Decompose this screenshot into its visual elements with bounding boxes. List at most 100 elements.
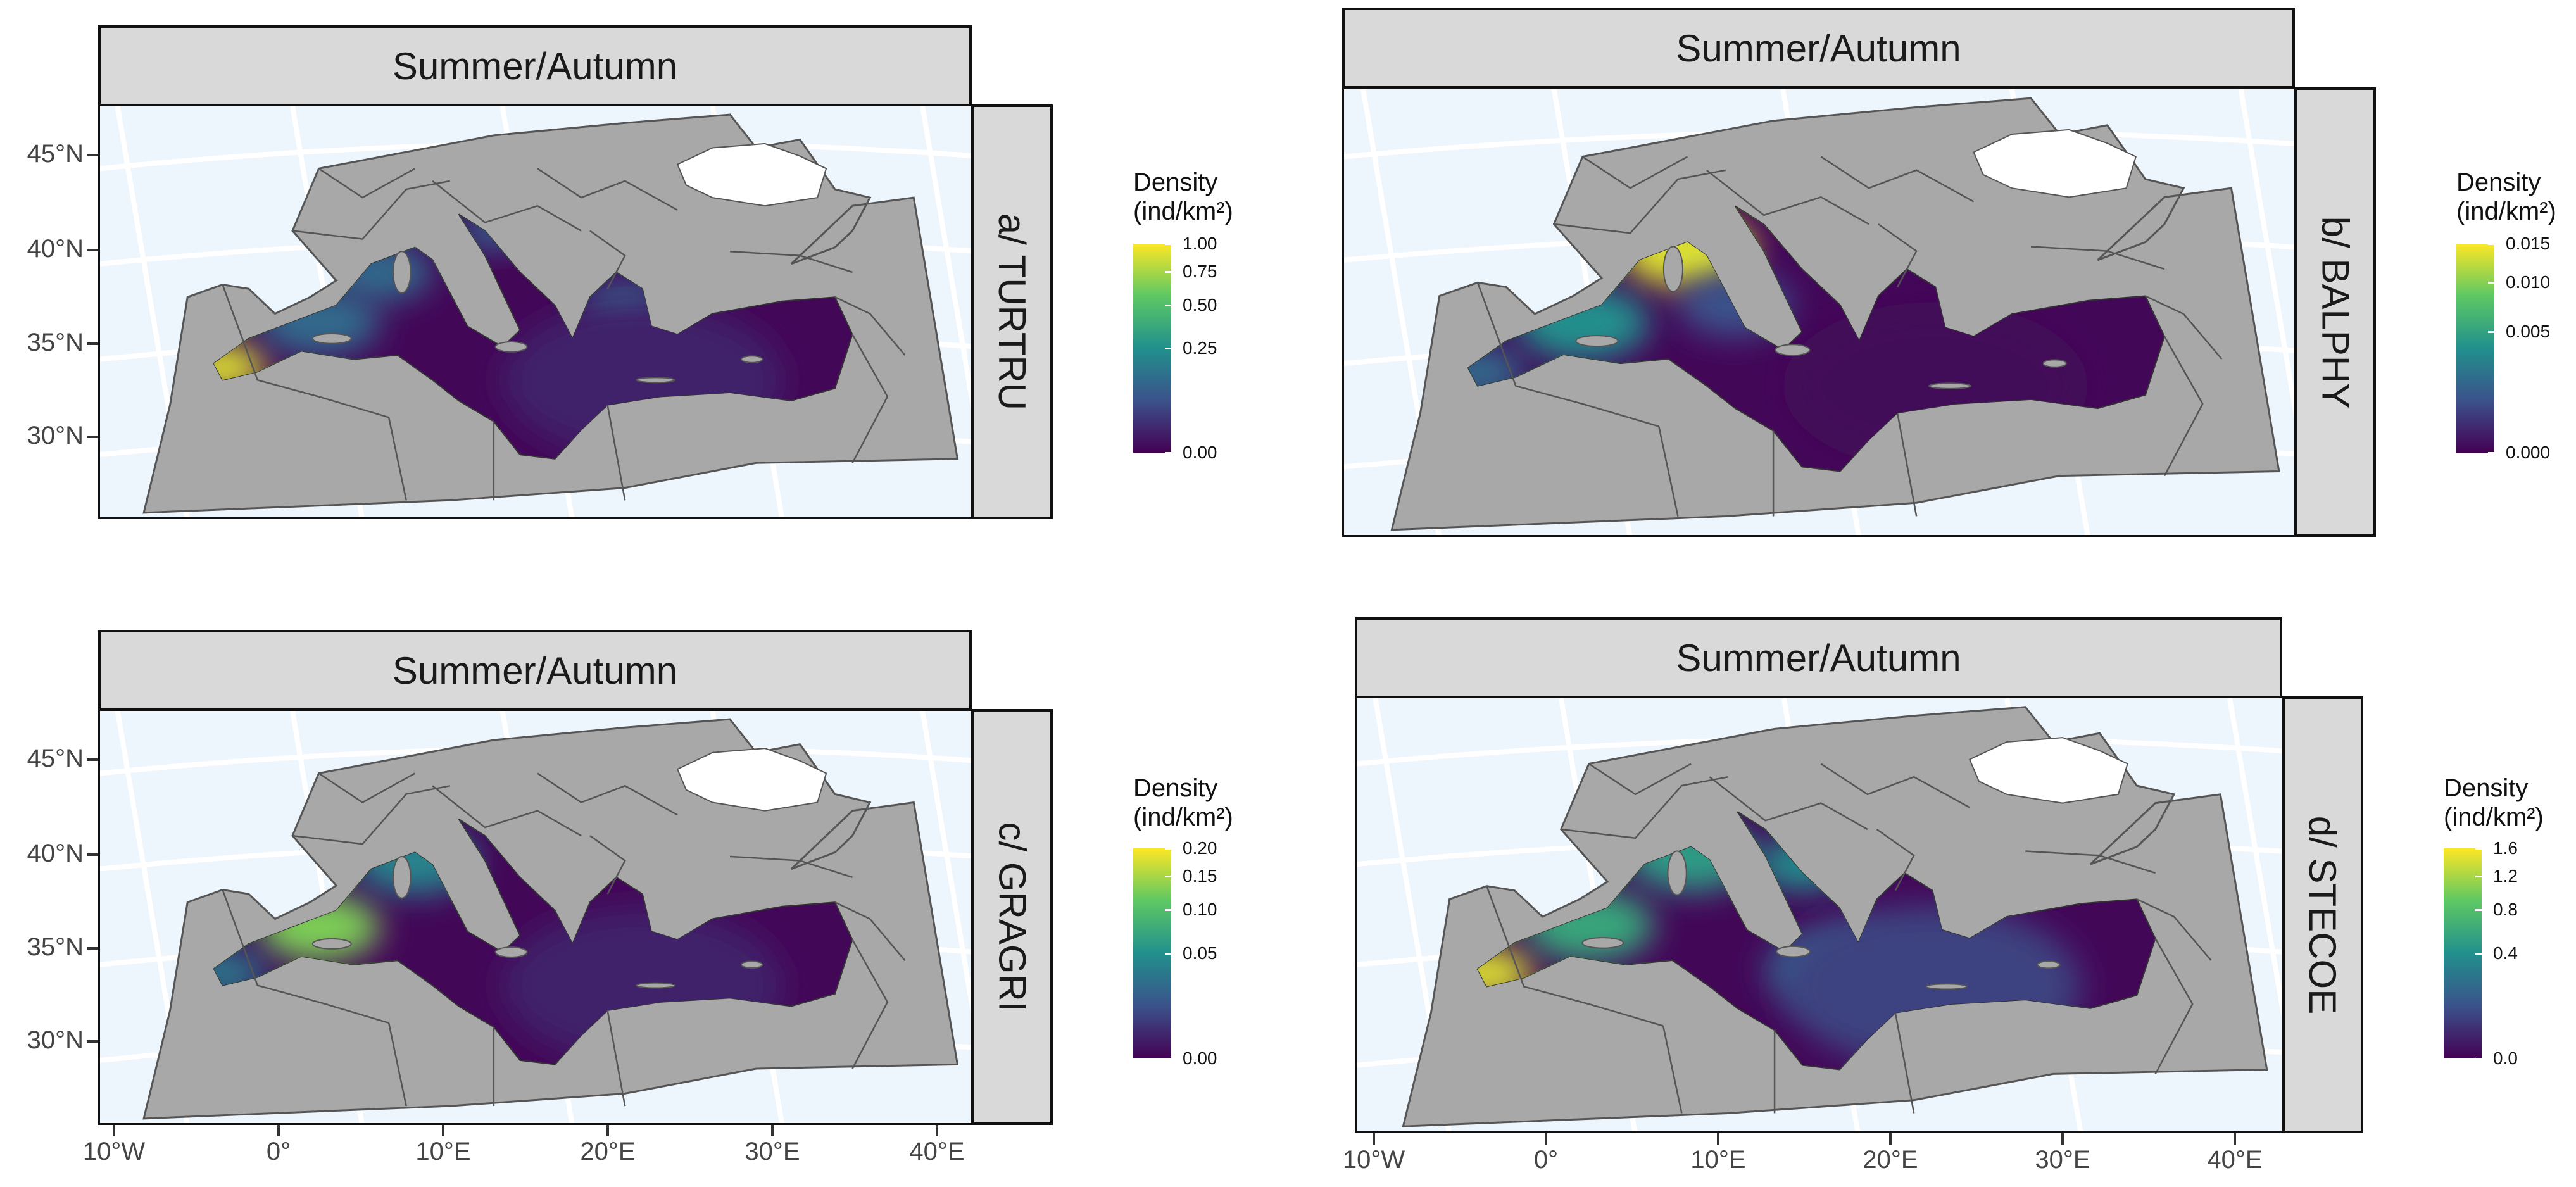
legend-title-c-2: (ind/km²) bbox=[1133, 803, 1233, 831]
country-border bbox=[729, 250, 853, 273]
facet-title-c: Summer/Autumn bbox=[392, 649, 678, 692]
facet-title-b: Summer/Autumn bbox=[1676, 27, 1961, 70]
x-tick-label: 10°E bbox=[415, 1138, 471, 1165]
species-label-c: c/ GRAGRI bbox=[991, 822, 1034, 1012]
island bbox=[311, 938, 352, 950]
species-label-a: a/ TURTRU bbox=[991, 213, 1034, 411]
country-border bbox=[1820, 763, 1970, 808]
x-tick-label: 10°W bbox=[1342, 1146, 1405, 1174]
legend-a: Density (ind/km²) 1.00 0.75 0.50 0.25 0.00 bbox=[1133, 168, 1233, 462]
y-tick-mark bbox=[87, 154, 98, 156]
legend-tick-label: 0.50 bbox=[1183, 294, 1217, 315]
facet-title-d: Summer/Autumn bbox=[1676, 636, 1961, 679]
legend-tick-label: 0.15 bbox=[1183, 866, 1217, 886]
country-border bbox=[1561, 776, 1729, 839]
facet-strip-b: Summer/Autumn bbox=[1342, 8, 2295, 89]
x-tick-mark bbox=[2234, 1133, 2236, 1145]
country-border bbox=[589, 835, 626, 895]
country-border bbox=[537, 168, 678, 211]
facet-title-a: Summer/Autumn bbox=[392, 44, 678, 87]
legend-title-a-2: (ind/km²) bbox=[1133, 198, 1233, 225]
legend-tick-label: 0.000 bbox=[2506, 443, 2551, 462]
island bbox=[1667, 850, 1687, 896]
x-tick-mark bbox=[1545, 1133, 1547, 1145]
legend-tick-mark bbox=[1165, 452, 1171, 454]
island bbox=[494, 946, 528, 958]
country-border bbox=[1476, 282, 1659, 427]
y-tick-mark bbox=[87, 947, 98, 950]
graticule-meridian bbox=[2227, 698, 2282, 1019]
y-tick-mark bbox=[87, 853, 98, 856]
legend-tick-label: 0.010 bbox=[2506, 272, 2551, 292]
legend-tick-mark bbox=[1165, 1058, 1171, 1060]
legend-tick-label: 0.8 bbox=[2493, 900, 2518, 920]
x-tick-mark bbox=[2061, 1133, 2064, 1145]
legend-title-a-1: Density bbox=[1133, 168, 1218, 196]
x-tick-mark bbox=[1889, 1133, 1892, 1145]
x-tick-label: 30°E bbox=[745, 1138, 800, 1165]
country-border bbox=[222, 889, 389, 1024]
y-tick-label: 35°N bbox=[27, 329, 84, 356]
map-plot-d bbox=[1355, 696, 2284, 1133]
country-border bbox=[1878, 223, 1918, 287]
legend-tick-mark bbox=[1165, 909, 1171, 912]
country-border bbox=[834, 296, 906, 356]
island bbox=[311, 332, 352, 344]
map-svg-b bbox=[1344, 89, 2294, 535]
country-border bbox=[1709, 776, 1868, 831]
y-tick-label: 45°N bbox=[27, 744, 84, 772]
island bbox=[392, 855, 412, 899]
facet-strip-a: Summer/Autumn bbox=[98, 25, 972, 106]
island bbox=[2042, 359, 2067, 368]
black-sea bbox=[676, 748, 827, 812]
x-tick-label: 20°E bbox=[1863, 1146, 1918, 1174]
legend-tick-mark bbox=[2488, 331, 2494, 334]
legend-tick-label: 0.0 bbox=[2493, 1048, 2518, 1068]
y-tick-label: 40°N bbox=[27, 235, 84, 263]
y-tick-label: 45°N bbox=[27, 140, 84, 168]
x-tick-mark bbox=[113, 1125, 115, 1136]
country-border bbox=[222, 284, 389, 418]
island bbox=[2037, 960, 2061, 969]
x-tick-label: 0° bbox=[266, 1138, 291, 1165]
island bbox=[741, 355, 763, 363]
country-border bbox=[1706, 169, 1869, 225]
x-tick-label: 10°E bbox=[1690, 1146, 1746, 1174]
legend-tick-label: 0.015 bbox=[2506, 234, 2551, 253]
country-border bbox=[1896, 412, 1918, 517]
country-border bbox=[851, 939, 889, 1069]
legend-title-c-1: Density bbox=[1133, 774, 1218, 802]
legend-title-d-2: (ind/km²) bbox=[2444, 803, 2544, 831]
legend-tick-mark bbox=[2475, 909, 2482, 912]
island bbox=[636, 982, 675, 989]
x-tick-label: 30°E bbox=[2035, 1146, 2090, 1174]
legend-d: Density (ind/km²) 1.6 1.2 0.8 0.4 0.0 bbox=[2444, 774, 2544, 1068]
x-tick-label: 0° bbox=[1533, 1146, 1559, 1174]
legend-tick-mark bbox=[2475, 876, 2482, 878]
map-plot-a bbox=[98, 104, 973, 519]
country-border bbox=[1876, 828, 1915, 891]
country-border bbox=[851, 334, 889, 463]
legend-tick-mark bbox=[2488, 243, 2494, 245]
country-border bbox=[589, 230, 626, 289]
country-border bbox=[387, 417, 407, 501]
country-border bbox=[2154, 938, 2194, 1074]
country-border bbox=[318, 772, 416, 803]
legend-tick-label: 0.00 bbox=[1183, 1048, 1217, 1068]
y-tick-label: 30°N bbox=[27, 422, 84, 449]
black-sea bbox=[1968, 737, 2128, 804]
x-tick-mark bbox=[606, 1125, 609, 1136]
country-border bbox=[2136, 898, 2212, 961]
island bbox=[1581, 937, 1624, 949]
island bbox=[494, 341, 528, 353]
country-border bbox=[2145, 295, 2223, 360]
species-strip-c: c/ GRAGRI bbox=[972, 709, 1053, 1125]
island bbox=[1662, 246, 1683, 292]
island bbox=[741, 960, 763, 969]
country-border bbox=[606, 405, 626, 501]
x-tick-label: 40°E bbox=[909, 1138, 965, 1165]
country-border bbox=[537, 772, 678, 816]
x-tick-label: 20°E bbox=[580, 1138, 636, 1165]
species-strip-d: d/ STECOE bbox=[2282, 696, 2363, 1133]
x-tick-mark bbox=[1717, 1133, 1719, 1145]
